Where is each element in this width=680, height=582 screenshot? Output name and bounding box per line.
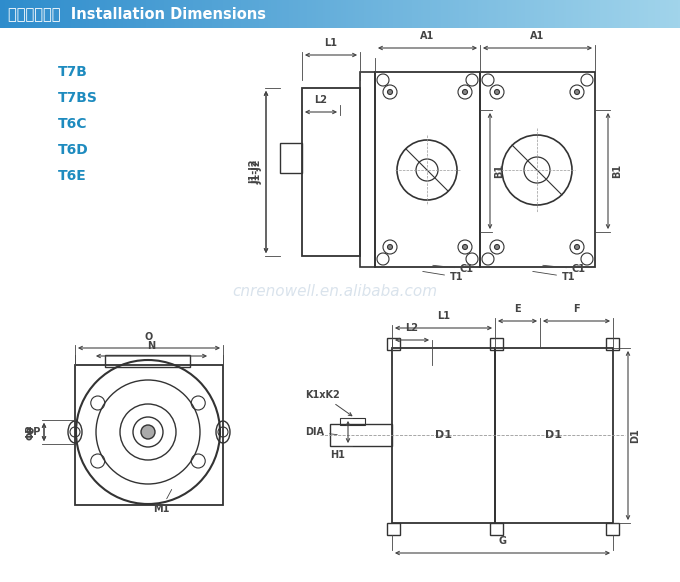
Bar: [330, 424, 392, 446]
Text: M1: M1: [153, 489, 171, 514]
Bar: [360, 72, 375, 267]
Text: T6D: T6D: [58, 143, 89, 157]
Text: T7BS: T7BS: [58, 91, 98, 105]
Text: T1: T1: [423, 271, 464, 282]
Text: C1: C1: [543, 264, 586, 274]
Text: G: G: [498, 536, 507, 546]
Text: A1: A1: [530, 31, 545, 41]
Circle shape: [141, 425, 155, 439]
Text: J1-J2: J1-J2: [253, 159, 263, 184]
Circle shape: [462, 90, 468, 94]
Text: D1: D1: [435, 430, 452, 440]
Bar: [280, 143, 302, 173]
Text: O: O: [145, 332, 153, 342]
Bar: [490, 338, 503, 350]
Text: 安装连接尺寸  Installation Dimensions: 安装连接尺寸 Installation Dimensions: [8, 6, 266, 22]
Circle shape: [575, 244, 579, 250]
Text: F: F: [573, 304, 580, 314]
Text: ΦP: ΦP: [26, 424, 36, 439]
Bar: [495, 348, 613, 523]
Bar: [387, 338, 400, 350]
Text: E: E: [514, 304, 521, 314]
Bar: [105, 355, 190, 367]
Text: J1-J2: J1-J2: [250, 159, 260, 184]
Text: ΦP: ΦP: [26, 427, 41, 437]
Circle shape: [388, 90, 392, 94]
Text: D1: D1: [630, 428, 640, 443]
Bar: [606, 338, 619, 350]
Text: H1: H1: [330, 450, 345, 460]
Text: L1: L1: [437, 311, 450, 321]
Text: B1: B1: [494, 164, 504, 178]
Text: cnrenowell.en.alibaba.com: cnrenowell.en.alibaba.com: [233, 285, 437, 300]
Text: T6C: T6C: [58, 117, 88, 131]
Text: DIA: DIA: [305, 427, 337, 437]
Text: N: N: [148, 341, 156, 351]
Text: L1: L1: [324, 38, 337, 48]
Text: T7B: T7B: [58, 65, 88, 79]
Bar: [480, 72, 595, 267]
Text: K1xK2: K1xK2: [305, 390, 352, 416]
Circle shape: [388, 244, 392, 250]
Text: C1: C1: [432, 264, 474, 274]
Bar: [392, 348, 495, 523]
Text: L2: L2: [405, 323, 418, 333]
Bar: [75, 365, 223, 505]
Circle shape: [494, 244, 500, 250]
Text: A1: A1: [420, 31, 435, 41]
Circle shape: [575, 90, 579, 94]
Text: L2: L2: [314, 95, 328, 105]
Bar: [606, 523, 619, 535]
Text: B1: B1: [612, 164, 622, 178]
Text: T1: T1: [532, 271, 575, 282]
Bar: [302, 88, 360, 256]
Bar: [490, 523, 503, 535]
Bar: [387, 523, 400, 535]
Text: D1: D1: [545, 430, 562, 440]
Circle shape: [462, 244, 468, 250]
Circle shape: [494, 90, 500, 94]
Text: T6E: T6E: [58, 169, 87, 183]
Bar: [375, 72, 480, 267]
Bar: [340, 418, 365, 425]
